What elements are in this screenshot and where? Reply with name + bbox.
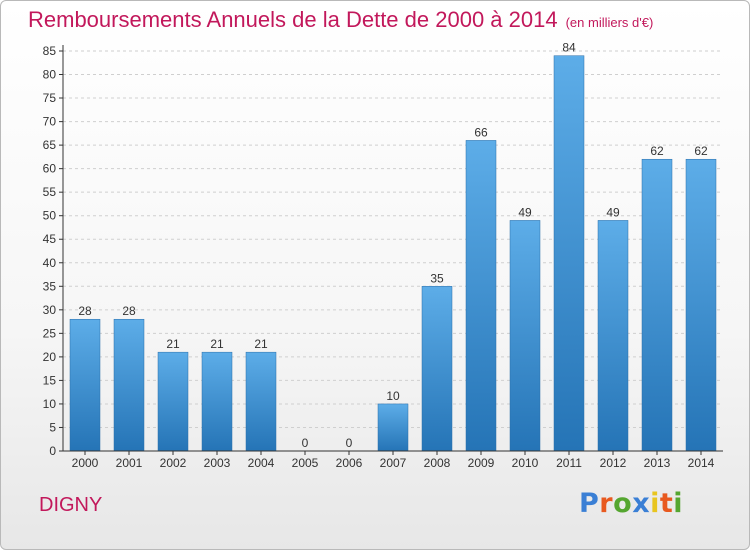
y-tick-label: 65 [43,138,57,152]
x-tick-label: 2000 [72,456,99,470]
bar [641,158,673,452]
bar-value-label: 21 [210,337,224,351]
bar [157,351,189,452]
x-tick-label: 2014 [688,456,715,470]
logo-letter: i [650,488,660,519]
y-tick-label: 85 [43,44,57,58]
bar-value-label: 10 [386,389,400,403]
logo-letter: r [599,488,614,519]
x-tick-label: 2001 [116,456,143,470]
x-tick-label: 2003 [204,456,231,470]
x-tick-label: 2012 [600,456,627,470]
bar-value-label: 49 [606,205,620,219]
bar [201,351,233,452]
logo-letter: i [673,488,684,519]
chart-title: Remboursements Annuels de la Dette de 20… [28,7,653,33]
x-tick-label: 2005 [292,456,319,470]
x-tick-label: 2007 [380,456,407,470]
axes: 0 5 10 15 20 25 30 35 40 45 50 55 60 65 70 75 80 85 2000 20… [43,44,723,470]
bar-value-label: 28 [78,304,92,318]
x-tick-label: 2011 [556,456,582,470]
y-tick-label: 15 [43,373,57,387]
bar-value-label: 49 [518,205,532,219]
bar [113,318,145,452]
bar [69,318,101,452]
bar-value-label: 21 [166,337,180,351]
y-tick-label: 45 [43,232,57,246]
bar-value-label: 28 [122,304,136,318]
bar [553,55,585,452]
y-tick-label: 80 [43,68,57,82]
data-labels: 28 28 21 21 21 0 0 10 35 66 49 84 49 62 62 [78,41,708,450]
x-tick-label: 2010 [512,456,539,470]
logo-letter: t [659,488,674,519]
y-tick-label: 50 [43,209,57,223]
y-tick-label: 55 [43,185,57,199]
chart-title-unit: (en milliers d'€) [565,15,654,30]
bar-value-label: 84 [562,41,576,55]
y-tick-label: 5 [49,420,56,434]
bar-value-label: 35 [430,271,444,285]
chart-title-text: Remboursements Annuels de la Dette de 20… [28,7,558,32]
y-tick-label: 0 [49,444,56,458]
bar [245,351,277,452]
y-tick-label: 40 [43,256,57,270]
x-tick-label: 2002 [160,456,187,470]
bar [597,220,629,452]
y-tick-label: 20 [43,350,57,364]
bar-value-label: 0 [346,436,353,450]
bar [465,140,497,452]
x-tick-label: 2004 [248,456,275,470]
y-tick-label: 10 [43,397,57,411]
x-tick-label: 2009 [468,456,495,470]
y-tick-label: 30 [43,303,57,317]
x-tick-label: 2013 [644,456,671,470]
x-tick-label: 2008 [424,456,451,470]
proxiti-logo: Proxiti [579,488,683,519]
bar [509,220,541,452]
y-tick-label: 35 [43,279,57,293]
y-tick-label: 25 [43,326,57,340]
y-tick-label: 75 [43,91,57,105]
bars [69,55,717,452]
bar [685,158,717,452]
bar-value-label: 21 [254,337,268,351]
y-tick-label: 60 [43,162,57,176]
bar [377,403,409,452]
bar-value-label: 62 [650,144,664,158]
bar [421,286,453,452]
commune-name: DIGNY [39,494,103,516]
bar-value-label: 0 [302,436,309,450]
bar-value-label: 62 [694,144,708,158]
logo-letter: o [613,488,633,519]
x-tick-label: 2006 [336,456,363,470]
logo-letter: P [579,488,600,519]
logo-letter: x [632,488,651,519]
bar-value-label: 66 [474,125,488,139]
y-tick-label: 70 [43,115,57,129]
